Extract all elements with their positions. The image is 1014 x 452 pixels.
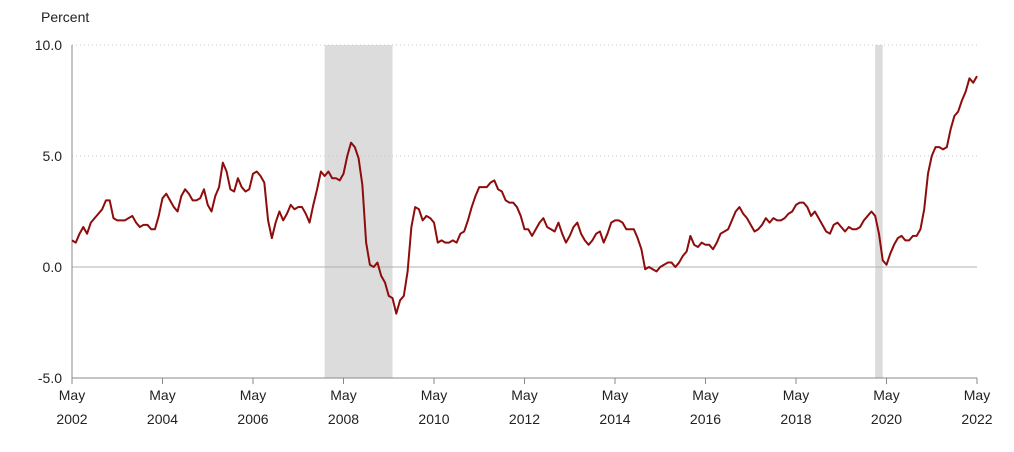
x-tick-label: May 2020 — [871, 387, 902, 427]
y-tick-label: 10.0 — [35, 37, 62, 53]
recession-shade — [324, 45, 393, 378]
y-axis-label: Percent — [41, 9, 89, 25]
recession-shade — [875, 45, 883, 378]
x-tick-label: May 2018 — [780, 387, 811, 427]
x-tick-label: May 2006 — [237, 387, 268, 427]
y-tick-label: 0.0 — [43, 259, 63, 275]
x-tick-label: May 2014 — [599, 387, 630, 427]
y-tick-label: 5.0 — [43, 148, 63, 164]
x-tick-label: May 2004 — [147, 387, 178, 427]
x-tick-label: May 2002 — [56, 387, 87, 427]
x-tick-label: May 2022 — [961, 387, 992, 427]
y-tick-label: -5.0 — [38, 370, 62, 386]
x-tick-label: May 2010 — [418, 387, 449, 427]
series-line — [71, 75, 978, 315]
x-tick-label: May 2016 — [690, 387, 721, 427]
x-tick-label: May 2008 — [328, 387, 359, 427]
x-tick-label: May 2012 — [509, 387, 540, 427]
